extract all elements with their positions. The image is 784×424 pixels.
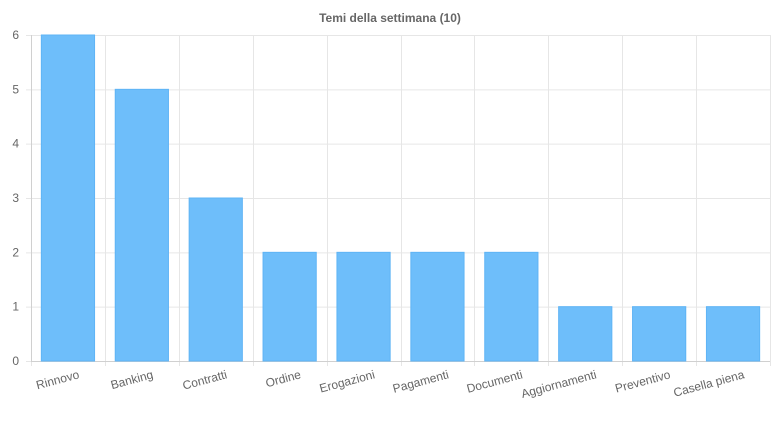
x-tick-label: Documenti <box>465 367 524 395</box>
bar-ordine[interactable] <box>262 251 317 362</box>
bar-documenti[interactable] <box>484 251 539 362</box>
bar-erogazioni[interactable] <box>336 251 391 362</box>
bar-pagamenti[interactable] <box>410 251 465 362</box>
x-tick-label: Pagamenti <box>391 367 450 395</box>
x-tick-label: Contratti <box>181 367 228 392</box>
x-tick-labels: Rinnovo Banking Contratti Ordine Erogazioni P… <box>35 367 747 401</box>
y-tick-label: 3 <box>12 191 19 205</box>
y-tick-label: 4 <box>12 137 19 151</box>
bar-preventivo[interactable] <box>632 306 687 362</box>
bar-banking[interactable] <box>114 88 169 362</box>
y-tick-label: 2 <box>12 245 19 259</box>
bar-contratti[interactable] <box>188 197 243 362</box>
x-tick-label: Rinnovo <box>35 367 81 392</box>
bar-aggiornamenti[interactable] <box>558 306 613 362</box>
x-tick-label: Casella piena <box>672 367 746 399</box>
y-tick-labels: 0 1 2 3 4 5 6 <box>12 28 19 368</box>
x-tick-label: Banking <box>109 367 155 392</box>
axes <box>31 35 770 362</box>
y-tick-label: 0 <box>12 354 19 368</box>
y-tick-label: 1 <box>12 300 19 314</box>
x-tick-label: Aggiornamenti <box>520 367 598 401</box>
x-tick-label: Ordine <box>264 367 303 390</box>
bar-casella-piena[interactable] <box>705 306 761 362</box>
x-tick-label: Preventivo <box>614 367 673 395</box>
bar-rinnovo[interactable] <box>40 34 96 362</box>
chart-title: Temi della settimana (10) <box>319 11 461 25</box>
y-tick-label: 5 <box>12 82 19 96</box>
y-tick-label: 6 <box>12 28 19 42</box>
x-tick-label: Erogazioni <box>318 367 376 395</box>
bars <box>40 34 761 362</box>
